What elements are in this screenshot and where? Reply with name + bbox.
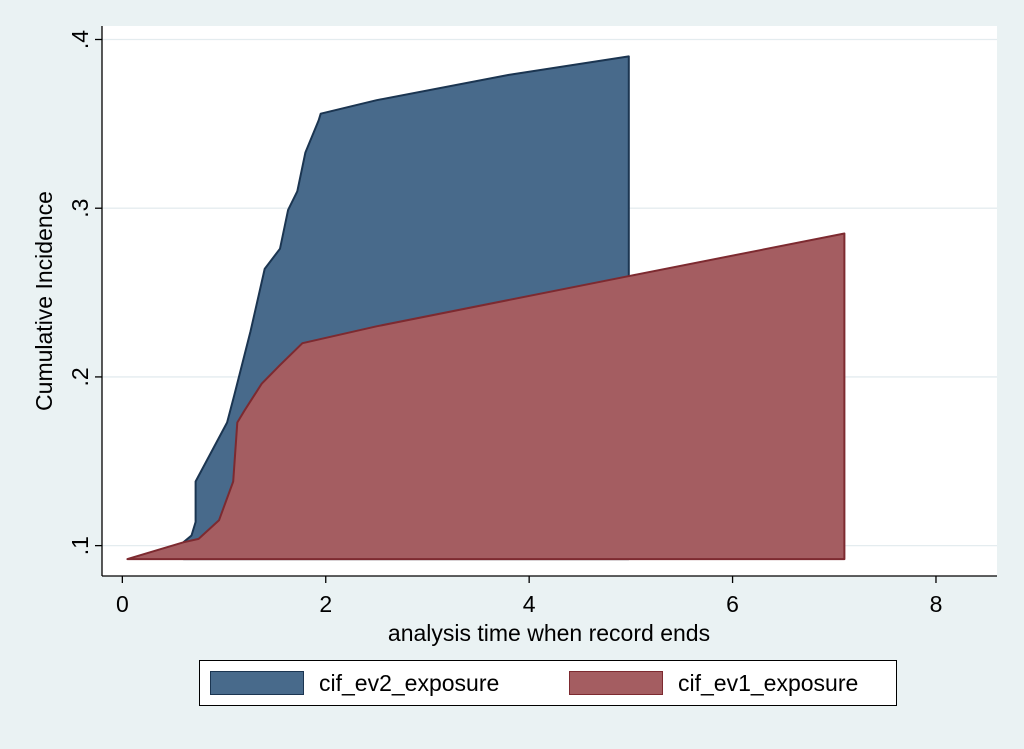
axes	[101, 26, 997, 577]
legend-swatch-ev2	[210, 671, 304, 695]
y-tick-label-2: .3	[67, 199, 93, 218]
y-tick-label-1: .2	[67, 367, 93, 386]
legend: cif_ev2_exposure cif_ev1_exposure	[199, 660, 897, 706]
legend-item-ev1: cif_ev1_exposure	[569, 661, 858, 705]
legend-label-ev2: cif_ev2_exposure	[319, 669, 500, 696]
y-tick-label-0: .1	[67, 536, 93, 555]
x-axis-label: analysis time when record ends	[388, 620, 710, 646]
legend-label-ev1: cif_ev1_exposure	[678, 669, 859, 696]
x-tick-label-2: 4	[523, 591, 536, 617]
x-tick-label-3: 6	[726, 591, 739, 617]
legend-item-ev2: cif_ev2_exposure	[210, 661, 499, 705]
tick-labels: 0 2 4 6 8 .1 .2 .3 .4	[67, 30, 942, 617]
y-tick-label-3: .4	[67, 30, 93, 49]
series-areas	[126, 55, 846, 561]
x-tick-label-1: 2	[319, 591, 332, 617]
series-area-cif_ev1_exposure	[126, 232, 846, 561]
y-axis-label: Cumulative Incidence	[31, 191, 57, 411]
x-tick-label-0: 0	[116, 591, 129, 617]
legend-swatch-ev1	[569, 671, 663, 695]
x-tick-label-4: 8	[930, 591, 943, 617]
